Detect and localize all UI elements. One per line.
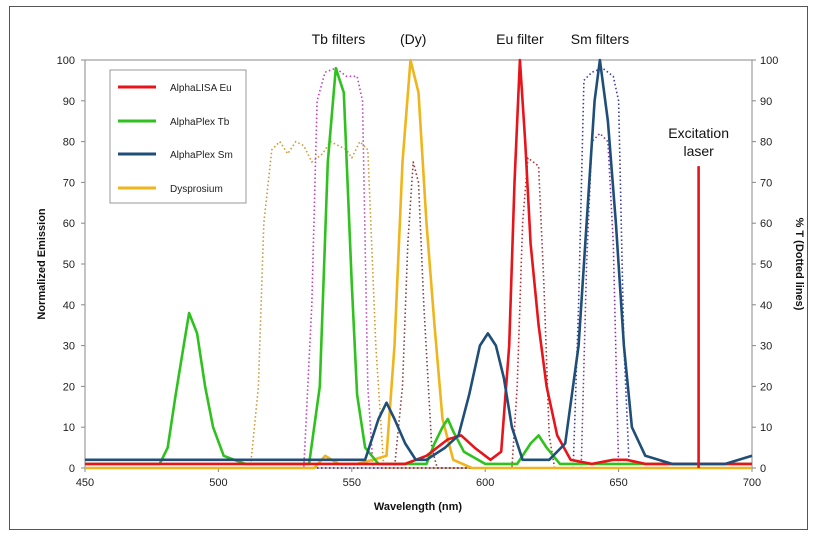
x-tick-label: 550 bbox=[343, 477, 361, 489]
series-line-dy-filter bbox=[85, 161, 752, 469]
y2-tick-label: 30 bbox=[760, 341, 772, 353]
legend-label-tb: AlphaPlex Tb bbox=[170, 117, 230, 128]
y-axis-title: Normalized Emission bbox=[36, 208, 48, 320]
y-tick-label: 0 bbox=[69, 463, 75, 475]
x-tick-label: 600 bbox=[476, 477, 494, 489]
x-tick-label: 650 bbox=[609, 477, 627, 489]
y2-tick-label: 20 bbox=[760, 381, 772, 393]
y2-tick-label: 10 bbox=[760, 422, 772, 434]
annotation-layer: Tb filters (Dy) Eu filter Sm filters Excitat… bbox=[312, 31, 729, 159]
y2-tick-label: 0 bbox=[760, 463, 766, 475]
x-tick-label: 700 bbox=[743, 477, 761, 489]
y2-tick-label: 70 bbox=[760, 177, 772, 189]
y-tick-label: 40 bbox=[63, 300, 75, 312]
annotation-dy: (Dy) bbox=[400, 31, 426, 47]
legend: AlphaLISA Eu AlphaPlex Tb AlphaPlex Sm D… bbox=[109, 69, 247, 204]
y2-tick-label: 90 bbox=[760, 96, 772, 108]
y-tick-label: 50 bbox=[63, 259, 75, 271]
series-line-alphaplex-tb bbox=[85, 66, 752, 466]
annotation-eu-filter: Eu filter bbox=[496, 31, 544, 47]
y-tick-label: 90 bbox=[63, 96, 75, 108]
tick-group: 0 0 10 10 20 20 30 30 40 40 50 50 60 60 70 70 80 80 90 90 10… bbox=[57, 55, 779, 489]
y2-tick-label: 50 bbox=[760, 259, 772, 271]
y-tick-label: 70 bbox=[63, 177, 75, 189]
y2-tick-label: 60 bbox=[760, 218, 772, 230]
y2-axis-title: % T (Dotted lines) bbox=[793, 218, 805, 311]
x-tick-label: 450 bbox=[76, 477, 94, 489]
series-line-alphaplex-sm bbox=[85, 58, 753, 466]
annotation-tb-filters: Tb filters bbox=[312, 31, 366, 47]
legend-label-eu: AlphaLISA Eu bbox=[170, 83, 232, 94]
legend-box bbox=[109, 69, 247, 204]
series-line-eu-filter bbox=[85, 157, 752, 469]
y-tick-label: 60 bbox=[63, 218, 75, 230]
series-layer bbox=[85, 58, 753, 470]
annotation-laser: laser bbox=[683, 143, 714, 159]
legend-label-sm: AlphaPlex Sm bbox=[170, 150, 233, 161]
x-axis-title: Wavelength (nm) bbox=[374, 501, 463, 513]
y2-tick-label: 80 bbox=[760, 137, 772, 149]
x-tick-label: 500 bbox=[209, 477, 227, 489]
legend-label-dy: Dysprosium bbox=[170, 184, 223, 195]
y2-tick-label: 40 bbox=[760, 300, 772, 312]
y-tick-label: 20 bbox=[63, 381, 75, 393]
annotation-excitation: Excitation bbox=[668, 125, 729, 141]
series-line-dysprosium bbox=[85, 58, 752, 470]
annotation-sm-filters: Sm filters bbox=[571, 31, 629, 47]
y-tick-label: 30 bbox=[63, 341, 75, 353]
y2-tick-label: 100 bbox=[760, 55, 778, 67]
y-tick-label: 100 bbox=[57, 55, 75, 67]
y-tick-label: 80 bbox=[63, 137, 75, 149]
series-line-sm-filter-2 bbox=[85, 132, 752, 469]
y-tick-label: 10 bbox=[63, 422, 75, 434]
